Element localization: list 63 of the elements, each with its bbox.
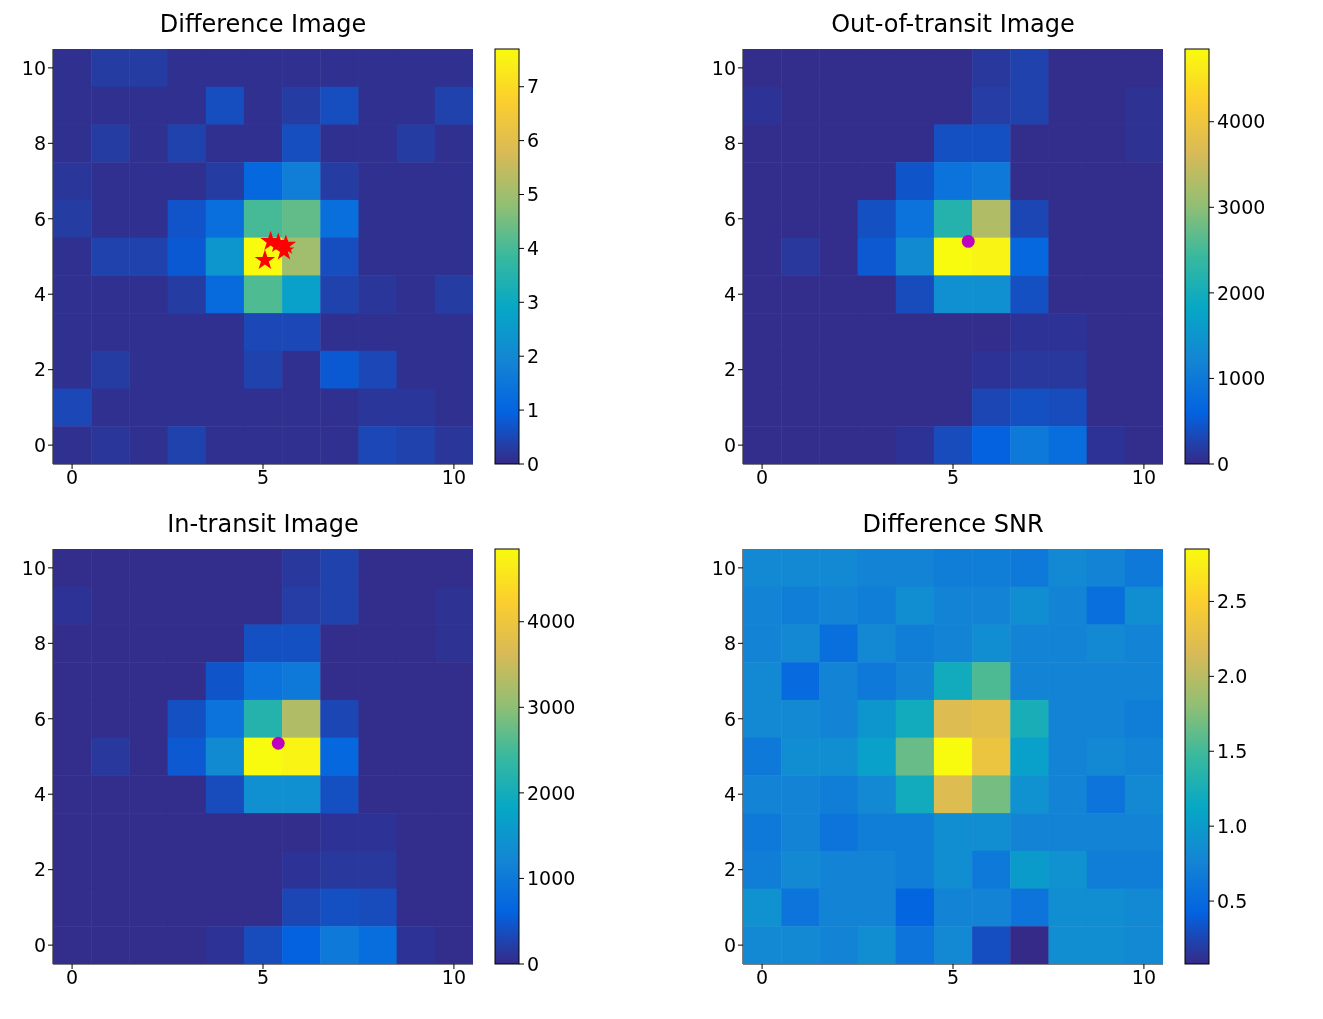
chart-title: Difference Image: [158, 9, 368, 40]
color-bar-label: 1.0: [1217, 814, 1248, 837]
color-bar-label: 6: [527, 129, 540, 152]
color-bar-label: 1.5: [1217, 739, 1248, 762]
color-bar-label: 1000: [527, 867, 576, 890]
y-tick-label: 8: [723, 132, 736, 155]
color-bar-label: 3000: [1217, 195, 1266, 218]
y-tick-label: 6: [723, 707, 736, 730]
y-tick-label: 0: [33, 933, 46, 956]
x-tick-label: 0: [756, 466, 769, 489]
color-bar-label: 7: [527, 75, 540, 98]
y-tick-label: 10: [711, 556, 736, 579]
y-tick-label: 4: [723, 282, 736, 305]
color-bar-label: 0: [527, 452, 540, 475]
color-bar-label: 5: [527, 183, 540, 206]
x-tick-label: 10: [441, 466, 466, 489]
color-bar-label: 4000: [527, 610, 576, 633]
x-tick-label: 0: [66, 466, 79, 489]
color-bar-label: 1000: [1217, 367, 1266, 390]
y-tick-label: 4: [33, 282, 46, 305]
x-tick-label: 10: [1131, 966, 1156, 989]
y-tick-label: 0: [723, 933, 736, 956]
x-tick-label: 5: [946, 966, 960, 989]
x-tick-label: 5: [256, 966, 270, 989]
color-bar-label: 2000: [1217, 281, 1266, 304]
y-tick-label: 4: [723, 782, 736, 805]
color-bar-label: 0: [527, 952, 540, 975]
color-bar-label: 2.5: [1217, 590, 1248, 613]
color-bar-label: 1: [527, 398, 540, 421]
y-tick-label: 6: [33, 207, 46, 230]
color-bar-label: 0: [1217, 452, 1230, 475]
color-bar-label: 0.5: [1217, 889, 1248, 912]
color-bar-label: 2000: [527, 781, 576, 804]
y-tick-label: 6: [33, 707, 46, 730]
x-tick-label: 0: [66, 966, 79, 989]
color-bar-label: 3: [527, 290, 540, 313]
y-tick-label: 6: [723, 207, 736, 230]
y-tick-label: 8: [723, 632, 736, 655]
y-tick-label: 4: [33, 782, 46, 805]
chart-title: In-transit Image: [166, 509, 360, 540]
x-tick-label: 0: [756, 966, 769, 989]
chart-title: Out-of-transit Image: [830, 9, 1076, 40]
y-tick-label: 0: [723, 433, 736, 456]
y-tick-label: 10: [21, 556, 46, 579]
color-bar-label: 2.0: [1217, 665, 1248, 687]
y-tick-label: 8: [33, 132, 46, 155]
y-tick-label: 2: [723, 358, 736, 381]
x-tick-label: 10: [441, 966, 466, 989]
y-tick-label: 10: [21, 56, 46, 79]
color-bar-label: 3000: [527, 695, 576, 718]
y-tick-label: 10: [711, 56, 736, 79]
x-tick-label: 5: [256, 466, 270, 489]
y-tick-label: 2: [33, 858, 46, 881]
color-bar-label: 4000: [1217, 110, 1266, 133]
y-tick-label: 8: [33, 632, 46, 655]
y-tick-label: 2: [33, 358, 46, 381]
color-bar-label: 4: [527, 237, 540, 260]
color-bar-label: 2: [527, 344, 540, 367]
x-tick-label: 10: [1131, 466, 1156, 489]
y-tick-label: 2: [723, 858, 736, 881]
chart-title: Difference SNR: [861, 509, 1045, 540]
x-tick-label: 5: [946, 466, 960, 489]
y-tick-label: 0: [33, 433, 46, 456]
